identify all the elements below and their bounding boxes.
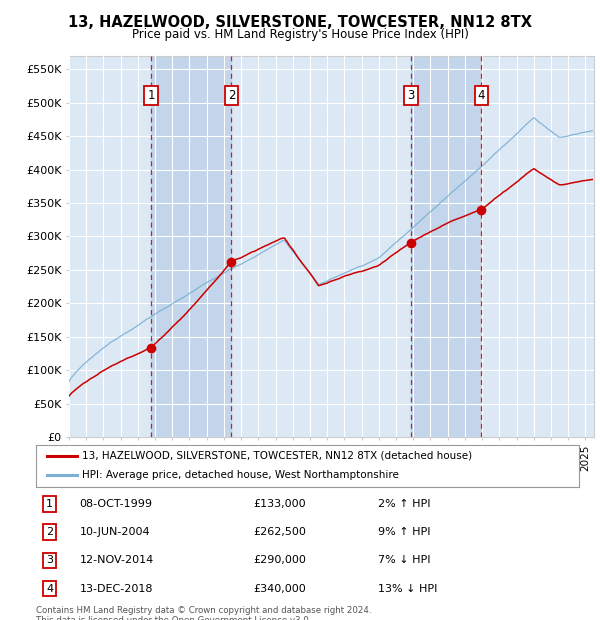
Text: Price paid vs. HM Land Registry's House Price Index (HPI): Price paid vs. HM Land Registry's House … (131, 28, 469, 41)
Text: 9% ↑ HPI: 9% ↑ HPI (378, 527, 431, 537)
Text: 3: 3 (46, 556, 53, 565)
Text: 1: 1 (46, 499, 53, 509)
Text: 08-OCT-1999: 08-OCT-1999 (79, 499, 152, 509)
Text: £340,000: £340,000 (253, 583, 306, 593)
Text: 13-DEC-2018: 13-DEC-2018 (79, 583, 153, 593)
Text: 12-NOV-2014: 12-NOV-2014 (79, 556, 154, 565)
Text: 13% ↓ HPI: 13% ↓ HPI (378, 583, 437, 593)
Text: 10-JUN-2004: 10-JUN-2004 (79, 527, 150, 537)
Text: 4: 4 (46, 583, 53, 593)
Text: HPI: Average price, detached house, West Northamptonshire: HPI: Average price, detached house, West… (82, 471, 399, 480)
Text: £133,000: £133,000 (253, 499, 306, 509)
Text: £262,500: £262,500 (253, 527, 306, 537)
Text: 4: 4 (478, 89, 485, 102)
Text: 2: 2 (46, 527, 53, 537)
Text: 1: 1 (148, 89, 155, 102)
Text: £290,000: £290,000 (253, 556, 306, 565)
Text: 3: 3 (407, 89, 415, 102)
Text: 13, HAZELWOOD, SILVERSTONE, TOWCESTER, NN12 8TX: 13, HAZELWOOD, SILVERSTONE, TOWCESTER, N… (68, 15, 532, 30)
Bar (411, 56, 481, 437)
Text: 2: 2 (228, 89, 235, 102)
Text: 2% ↑ HPI: 2% ↑ HPI (378, 499, 431, 509)
Text: 13, HAZELWOOD, SILVERSTONE, TOWCESTER, NN12 8TX (detached house): 13, HAZELWOOD, SILVERSTONE, TOWCESTER, N… (82, 451, 472, 461)
Text: Contains HM Land Registry data © Crown copyright and database right 2024.
This d: Contains HM Land Registry data © Crown c… (36, 606, 371, 620)
Text: 7% ↓ HPI: 7% ↓ HPI (378, 556, 431, 565)
Bar (151, 56, 232, 437)
